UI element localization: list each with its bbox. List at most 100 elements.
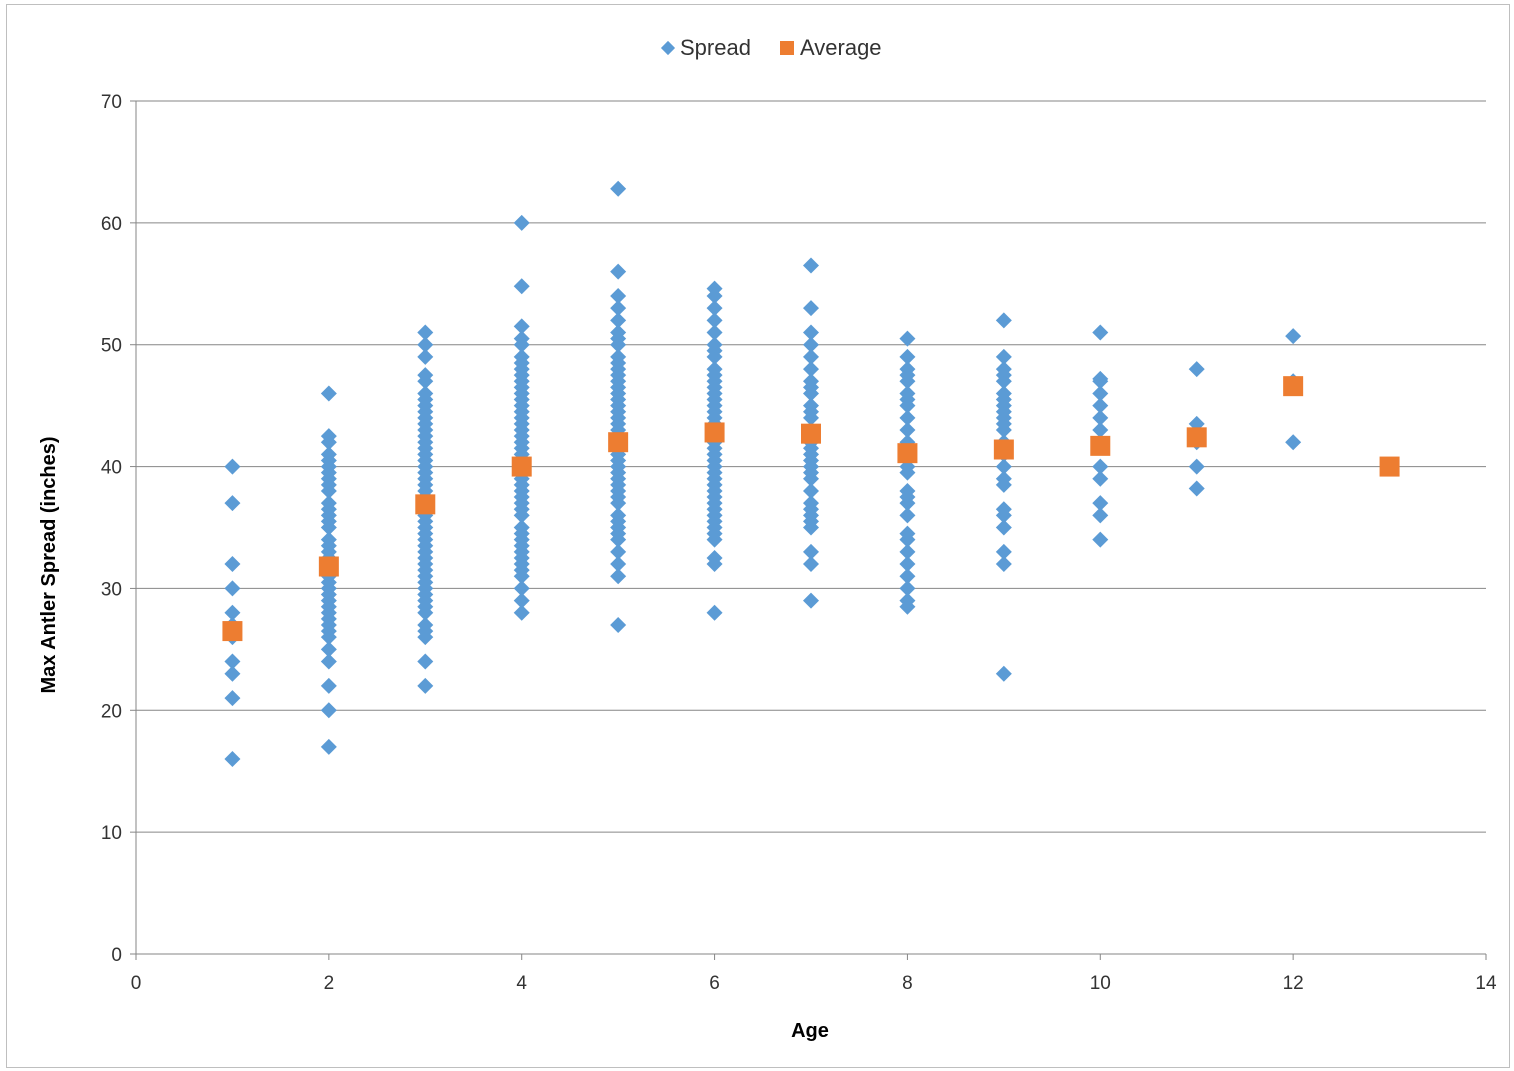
average-point (222, 621, 243, 642)
spread-point (513, 348, 530, 365)
spread-point (899, 592, 916, 609)
spread-point (899, 330, 916, 347)
y-tick-label: 60 (101, 214, 122, 235)
spread-point (995, 543, 1012, 560)
average-point (993, 439, 1014, 460)
spread-point (1092, 409, 1109, 426)
x-tick-label: 2 (324, 973, 335, 994)
spread-point (899, 361, 916, 378)
spread-point (995, 501, 1012, 518)
spread-point (513, 214, 530, 231)
spread-point (899, 507, 916, 524)
spread-point (513, 592, 530, 609)
spread-point (1092, 531, 1109, 548)
spread-point (803, 348, 819, 365)
series-average (222, 376, 1400, 642)
spread-point (513, 604, 530, 621)
spread-point (899, 482, 916, 499)
spread-point (995, 470, 1012, 487)
spread-point (995, 385, 1012, 402)
spread-point (995, 458, 1012, 475)
average-point (415, 494, 436, 515)
spread-point (995, 312, 1012, 329)
spread-point (224, 458, 241, 475)
spread-point (1188, 480, 1205, 497)
spread-point (610, 568, 627, 585)
spread-point (1092, 495, 1109, 512)
x-tick-labels: 0 2 4 6 8 10 12 14 (131, 973, 1497, 994)
spread-point (417, 653, 434, 670)
spread-point (224, 556, 241, 573)
y-tick-label: 30 (101, 579, 122, 600)
legend-average-label: Average (800, 35, 882, 60)
spread-point (1092, 470, 1109, 487)
spread-point (706, 361, 723, 378)
y-tick-label: 10 (101, 823, 122, 844)
spread-point (899, 525, 916, 542)
y-tick-label: 40 (101, 458, 122, 479)
spread-point (417, 616, 434, 633)
spread-point (899, 543, 916, 560)
spread-point (899, 422, 916, 439)
spread-point (417, 677, 434, 694)
legend-spread-marker (660, 40, 676, 56)
spread-point (610, 287, 627, 304)
spread-point (320, 531, 337, 548)
average-point (1090, 435, 1111, 456)
spread-point (610, 507, 627, 524)
legend: Spread Average (660, 35, 882, 60)
spread-point (320, 653, 337, 670)
spread-point (513, 519, 530, 536)
spread-point (417, 336, 434, 353)
spread-point (320, 677, 337, 694)
chart-frame: 0 10 20 30 40 50 60 70 0 2 4 6 8 10 12 14 Age Max Antl… (6, 4, 1510, 1068)
spread-point (803, 324, 819, 341)
spread-point (803, 556, 819, 573)
spread-point (224, 580, 241, 597)
x-tick-label: 10 (1090, 973, 1111, 994)
spread-point (224, 751, 241, 768)
y-tick-label: 20 (101, 701, 122, 722)
y-tick-label: 0 (111, 945, 122, 966)
spread-point (803, 361, 819, 378)
spread-point (1188, 458, 1205, 475)
spread-point (320, 702, 337, 719)
spread-point (899, 580, 916, 597)
average-point (608, 432, 629, 453)
spread-point (224, 604, 241, 621)
spread-point (706, 280, 723, 297)
spread-point (320, 738, 337, 755)
x-tick-label: 0 (131, 973, 142, 994)
x-tick-label: 6 (709, 973, 720, 994)
spread-point (224, 690, 241, 707)
spread-point (610, 348, 627, 365)
average-point (1186, 427, 1207, 448)
average-point (1283, 376, 1304, 397)
spread-point (803, 495, 819, 512)
spread-point (899, 385, 916, 402)
spread-point (610, 324, 627, 341)
spread-point (417, 324, 434, 341)
spread-point (610, 616, 627, 633)
spread-point (513, 278, 530, 295)
spread-point (320, 495, 337, 512)
spread-point (513, 330, 530, 347)
spread-point (1188, 361, 1205, 378)
spread-point (803, 592, 819, 609)
spread-point (706, 324, 723, 341)
average-point (318, 556, 339, 577)
spread-point (1092, 385, 1109, 402)
x-tick-label: 4 (516, 973, 527, 994)
spread-point (899, 348, 916, 365)
spread-point (995, 361, 1012, 378)
spread-point (995, 519, 1012, 536)
spread-point (706, 300, 723, 317)
average-point (511, 456, 532, 477)
y-tick-label: 70 (101, 92, 122, 113)
spread-point (224, 495, 241, 512)
x-tick-label: 12 (1283, 973, 1304, 994)
spread-point (995, 348, 1012, 365)
average-point (704, 422, 725, 443)
spread-point (899, 556, 916, 573)
spread-point (803, 336, 819, 353)
